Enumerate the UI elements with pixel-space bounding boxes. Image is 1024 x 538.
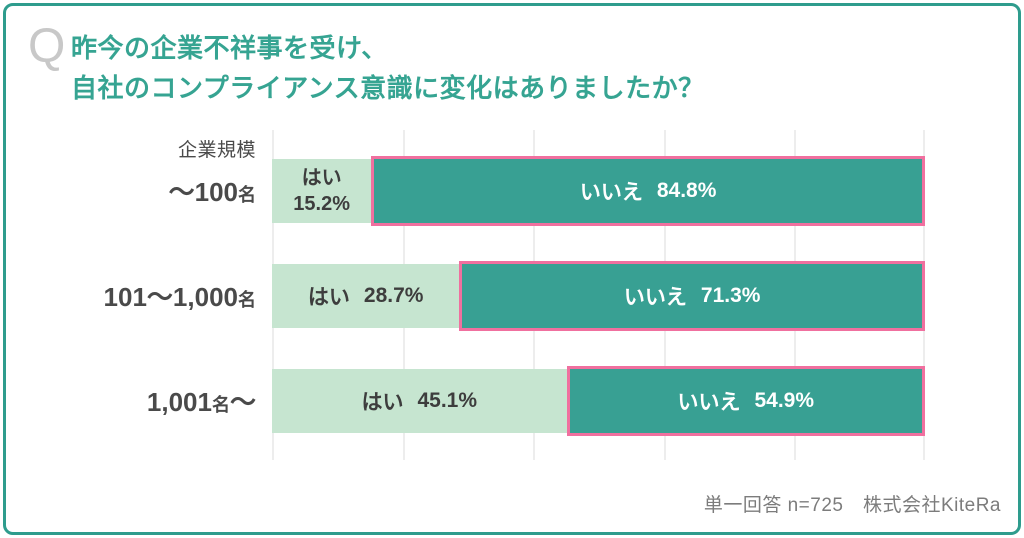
category-tail: ～ xyxy=(229,387,256,417)
segment-label: いいえ xyxy=(677,391,741,414)
segment-value: 84.8% xyxy=(656,179,717,202)
segment-label: はい xyxy=(307,286,350,309)
category-main: ～100 xyxy=(168,177,238,207)
segment-label: いいえ xyxy=(623,286,687,309)
bar-segment-yes: はい 15.2% xyxy=(272,159,372,223)
category-unit: 名 xyxy=(238,185,256,205)
segment-value: 28.7% xyxy=(363,284,424,307)
category-main: 101～1,000 xyxy=(103,282,238,312)
plot-area: はい 15.2% いいえ 84.8% はい 28.7% いいえ 71.3% はい… xyxy=(272,130,925,460)
bar-segment-yes: はい 45.1% xyxy=(272,369,567,433)
category-main: 1,001 xyxy=(146,387,212,417)
category-label: 101～1,000名 xyxy=(30,280,256,317)
bar-row: はい 28.7% いいえ 71.3% xyxy=(272,261,925,331)
bar-segment-yes: はい 28.7% xyxy=(272,264,460,328)
bar-row: はい 15.2% いいえ 84.8% xyxy=(272,156,925,226)
source-note: 単一回答 n=725 株式会社KiteRa xyxy=(703,495,1001,516)
bar-row: はい 45.1% いいえ 54.9% xyxy=(272,366,925,436)
segment-value: 54.9% xyxy=(754,389,815,412)
bar-segment-no: いいえ 84.8% xyxy=(371,156,925,226)
chart-title-line2: 自社のコンプライアンス意識に変化はありましたか？ xyxy=(71,73,705,103)
segment-value: 45.1% xyxy=(417,389,478,412)
segment-label: はい xyxy=(301,167,342,189)
bar-segment-no: いいえ 71.3% xyxy=(459,261,925,331)
axis-label-company-size: 企業規模 xyxy=(177,140,256,161)
question-mark-icon: Q xyxy=(28,20,66,73)
chart-title: 昨今の企業不祥事を受け、 自社のコンプライアンス意識に変化はありましたか？ xyxy=(71,28,705,108)
chart-title-line1: 昨今の企業不祥事を受け、 xyxy=(71,33,388,63)
segment-label: はい xyxy=(361,391,404,414)
segment-label: いいえ xyxy=(579,181,643,204)
category-label: ～100名 xyxy=(30,175,256,212)
segment-value: 71.3% xyxy=(700,284,761,307)
category-unit: 名 xyxy=(211,395,230,415)
category-unit: 名 xyxy=(238,290,256,310)
segment-value: 15.2% xyxy=(293,193,350,215)
bar-segment-no: いいえ 54.9% xyxy=(566,366,925,436)
category-label: 1,001名～ xyxy=(30,385,256,422)
